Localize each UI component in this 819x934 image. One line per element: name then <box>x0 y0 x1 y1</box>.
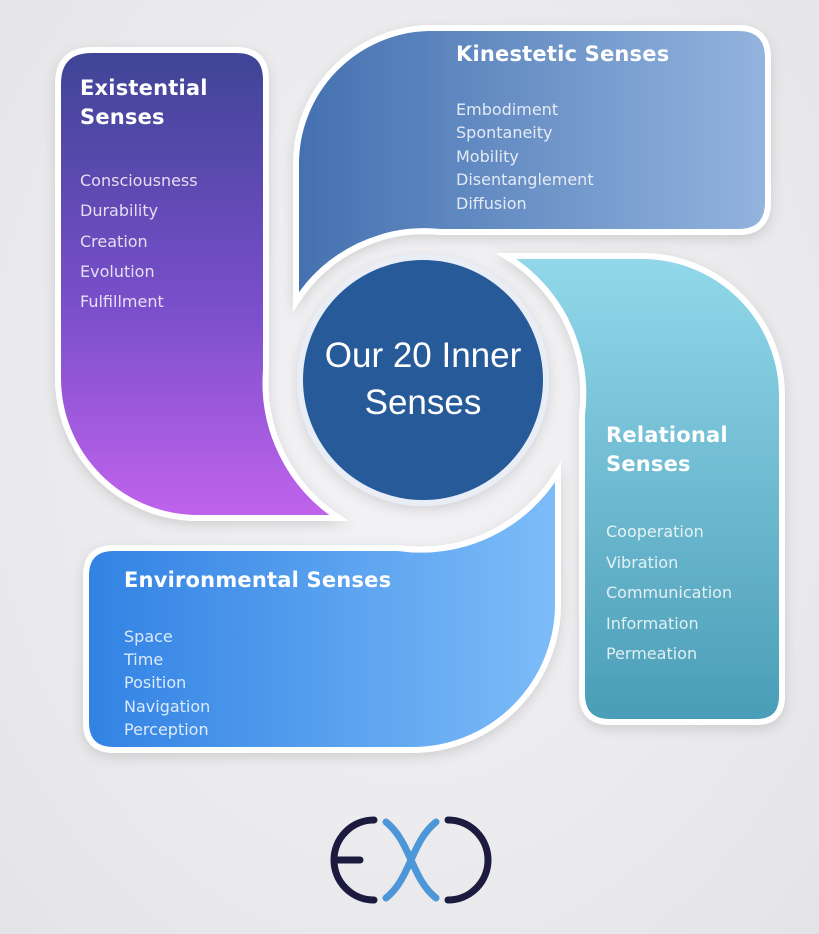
list-item: Mobility <box>456 146 519 166</box>
list-item: Embodiment <box>456 100 559 119</box>
list-item: Evolution <box>80 261 155 281</box>
list-item: Position <box>124 673 187 693</box>
center-title-text: Our 20 Inner Senses <box>324 336 522 422</box>
list-item: Information <box>606 613 699 633</box>
list-item: Durability <box>80 201 159 221</box>
list-item: Navigation <box>124 696 211 716</box>
kinestetic-heading: Kinestetic Senses <box>456 42 670 66</box>
list-item: Space <box>124 627 173 646</box>
relational-petal <box>495 253 785 725</box>
list-item: Spontaneity <box>456 123 553 143</box>
list-item: Creation <box>80 231 148 251</box>
environmental-petal <box>83 461 561 753</box>
relational-list: Cooperation Vibration Communication Info… <box>606 517 786 670</box>
list-item: Vibration <box>606 552 679 572</box>
existential-senses-group: Existential Senses Consciousness Durabil… <box>80 74 270 317</box>
kinestetic-petal <box>293 25 771 313</box>
relational-senses-group: Relational Senses Cooperation Vibration … <box>606 421 786 670</box>
kinestetic-senses-group: Kinestetic Senses Embodiment Spontaneity… <box>456 40 756 215</box>
list-item: Time <box>124 650 164 670</box>
environmental-heading: Environmental Senses <box>124 568 392 592</box>
environmental-list: Space Time Position Navigation Perceptio… <box>124 625 524 741</box>
list-item: Permeation <box>606 644 698 663</box>
kinestetic-list: Embodiment Spontaneity Mobility Disentan… <box>456 98 756 215</box>
existential-heading: Existential Senses <box>80 76 208 129</box>
list-item: Cooperation <box>606 522 704 541</box>
environmental-senses-group: Environmental Senses Space Time Position… <box>124 566 524 741</box>
existential-list: Consciousness Durability Creation Evolut… <box>80 166 270 317</box>
relational-heading: Relational Senses <box>606 423 728 476</box>
list-item: Perception <box>124 719 209 739</box>
list-item: Consciousness <box>80 171 198 190</box>
list-item: Communication <box>606 583 733 602</box>
center-title: Our 20 Inner Senses <box>300 272 546 486</box>
existential-petal <box>55 47 350 521</box>
list-item: Fulfillment <box>80 292 164 312</box>
list-item: Disentanglement <box>456 170 594 190</box>
list-item: Diffusion <box>456 193 527 213</box>
exo-logo <box>330 816 492 904</box>
